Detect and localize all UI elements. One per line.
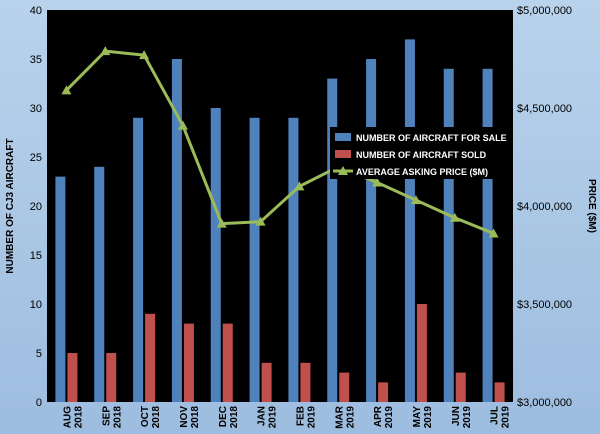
bar-for-sale <box>55 176 66 402</box>
left-tick-label: 25 <box>30 152 42 164</box>
price-point-marker <box>488 228 499 238</box>
price-point-marker <box>255 216 266 226</box>
legend-label: NUMBER OF AIRCRAFT FOR SALE <box>356 133 507 143</box>
bar-for-sale <box>171 59 182 402</box>
bar-sold <box>455 372 466 402</box>
left-tick-label: 20 <box>30 201 42 213</box>
x-tick-label: AUG2018 <box>62 406 84 429</box>
x-tick-label: MAY2019 <box>412 406 434 429</box>
bar-sold <box>339 372 350 402</box>
bar-sold <box>416 304 427 402</box>
x-tick-label: DEC2018 <box>218 406 240 429</box>
price-point-marker <box>410 195 421 205</box>
legend-marker <box>338 166 348 175</box>
legend: NUMBER OF AIRCRAFT FOR SALE NUMBER OF AIR… <box>330 127 507 179</box>
bar-for-sale <box>210 108 221 402</box>
bar-sold <box>378 382 389 402</box>
legend-swatch <box>335 150 351 158</box>
bar-sold <box>106 353 117 402</box>
price-point-marker <box>177 120 188 130</box>
price-point-marker <box>61 85 72 95</box>
x-tick-label: OCT2018 <box>140 406 162 429</box>
bar-sold <box>494 382 505 402</box>
x-axis-ticks: AUG2018 SEP2018 OCT2018 NOV2018 DEC2018 JAN20… <box>62 405 511 429</box>
x-tick-label: SEP2018 <box>101 406 123 429</box>
bar-for-sale <box>443 68 454 403</box>
left-tick-label: 10 <box>30 299 42 311</box>
right-tick-label: $4,000,000 <box>517 201 572 213</box>
bar-sold <box>222 323 233 402</box>
left-tick-label: 0 <box>36 397 42 409</box>
left-tick-label: 40 <box>30 5 42 17</box>
bar-for-sale <box>249 117 260 403</box>
bar-for-sale <box>482 68 493 403</box>
price-point-marker <box>449 212 460 222</box>
x-tick-label: APR2019 <box>373 405 395 428</box>
bar-sold <box>183 323 194 402</box>
bar-sold <box>145 313 156 402</box>
bar-for-sale <box>327 78 338 402</box>
x-tick-label: FEB2019 <box>295 406 317 429</box>
price-series-line <box>65 49 495 235</box>
for-sale-bars <box>55 39 493 403</box>
price-point-marker <box>139 50 150 60</box>
right-tick-label: $3,500,000 <box>517 299 572 311</box>
bar-for-sale <box>288 117 299 403</box>
right-tick-label: $3,000,000 <box>517 397 572 409</box>
bar-for-sale <box>133 117 144 403</box>
legend-swatch <box>335 133 351 141</box>
x-tick-label: JUL2019 <box>490 406 512 429</box>
price-point-marker <box>372 177 383 187</box>
x-tick-label: NOV2018 <box>179 406 201 429</box>
left-tick-label: 5 <box>36 348 42 360</box>
bar-sold <box>67 353 78 402</box>
price-point-marker <box>100 46 111 56</box>
legend-box <box>330 127 506 179</box>
x-tick-label: MAR2019 <box>334 405 356 429</box>
right-tick-label: $4,500,000 <box>517 103 572 115</box>
left-tick-label: 35 <box>30 54 42 66</box>
left-axis-label: NUMBER OF CJ3 AIRCRAFT <box>5 138 16 273</box>
bar-sold <box>300 362 311 402</box>
price-point-marker <box>216 218 227 228</box>
legend-label: AVERAGE ASKING PRICE ($M) <box>356 167 488 177</box>
left-axis-ticks: 0 5 10 15 20 25 30 35 40 <box>30 5 42 409</box>
right-axis-ticks: $3,000,000 $3,500,000 $4,000,000 $4,500,000… <box>517 5 572 409</box>
price-point-marker <box>294 181 305 191</box>
left-tick-label: 30 <box>30 103 42 115</box>
bar-for-sale <box>366 59 377 402</box>
price-line <box>61 46 499 238</box>
bar-for-sale <box>94 166 105 402</box>
left-tick-label: 15 <box>30 250 42 262</box>
legend-label: NUMBER OF AIRCRAFT SOLD <box>356 150 487 160</box>
right-tick-label: $5,000,000 <box>517 5 572 17</box>
x-tick-label: JUN2019 <box>451 406 473 429</box>
x-tick-label: JAN2019 <box>257 406 279 429</box>
sold-bars <box>67 304 505 402</box>
bar-for-sale <box>404 39 415 403</box>
right-axis-label: PRICE ($M) <box>586 179 597 233</box>
bar-sold <box>261 362 272 402</box>
